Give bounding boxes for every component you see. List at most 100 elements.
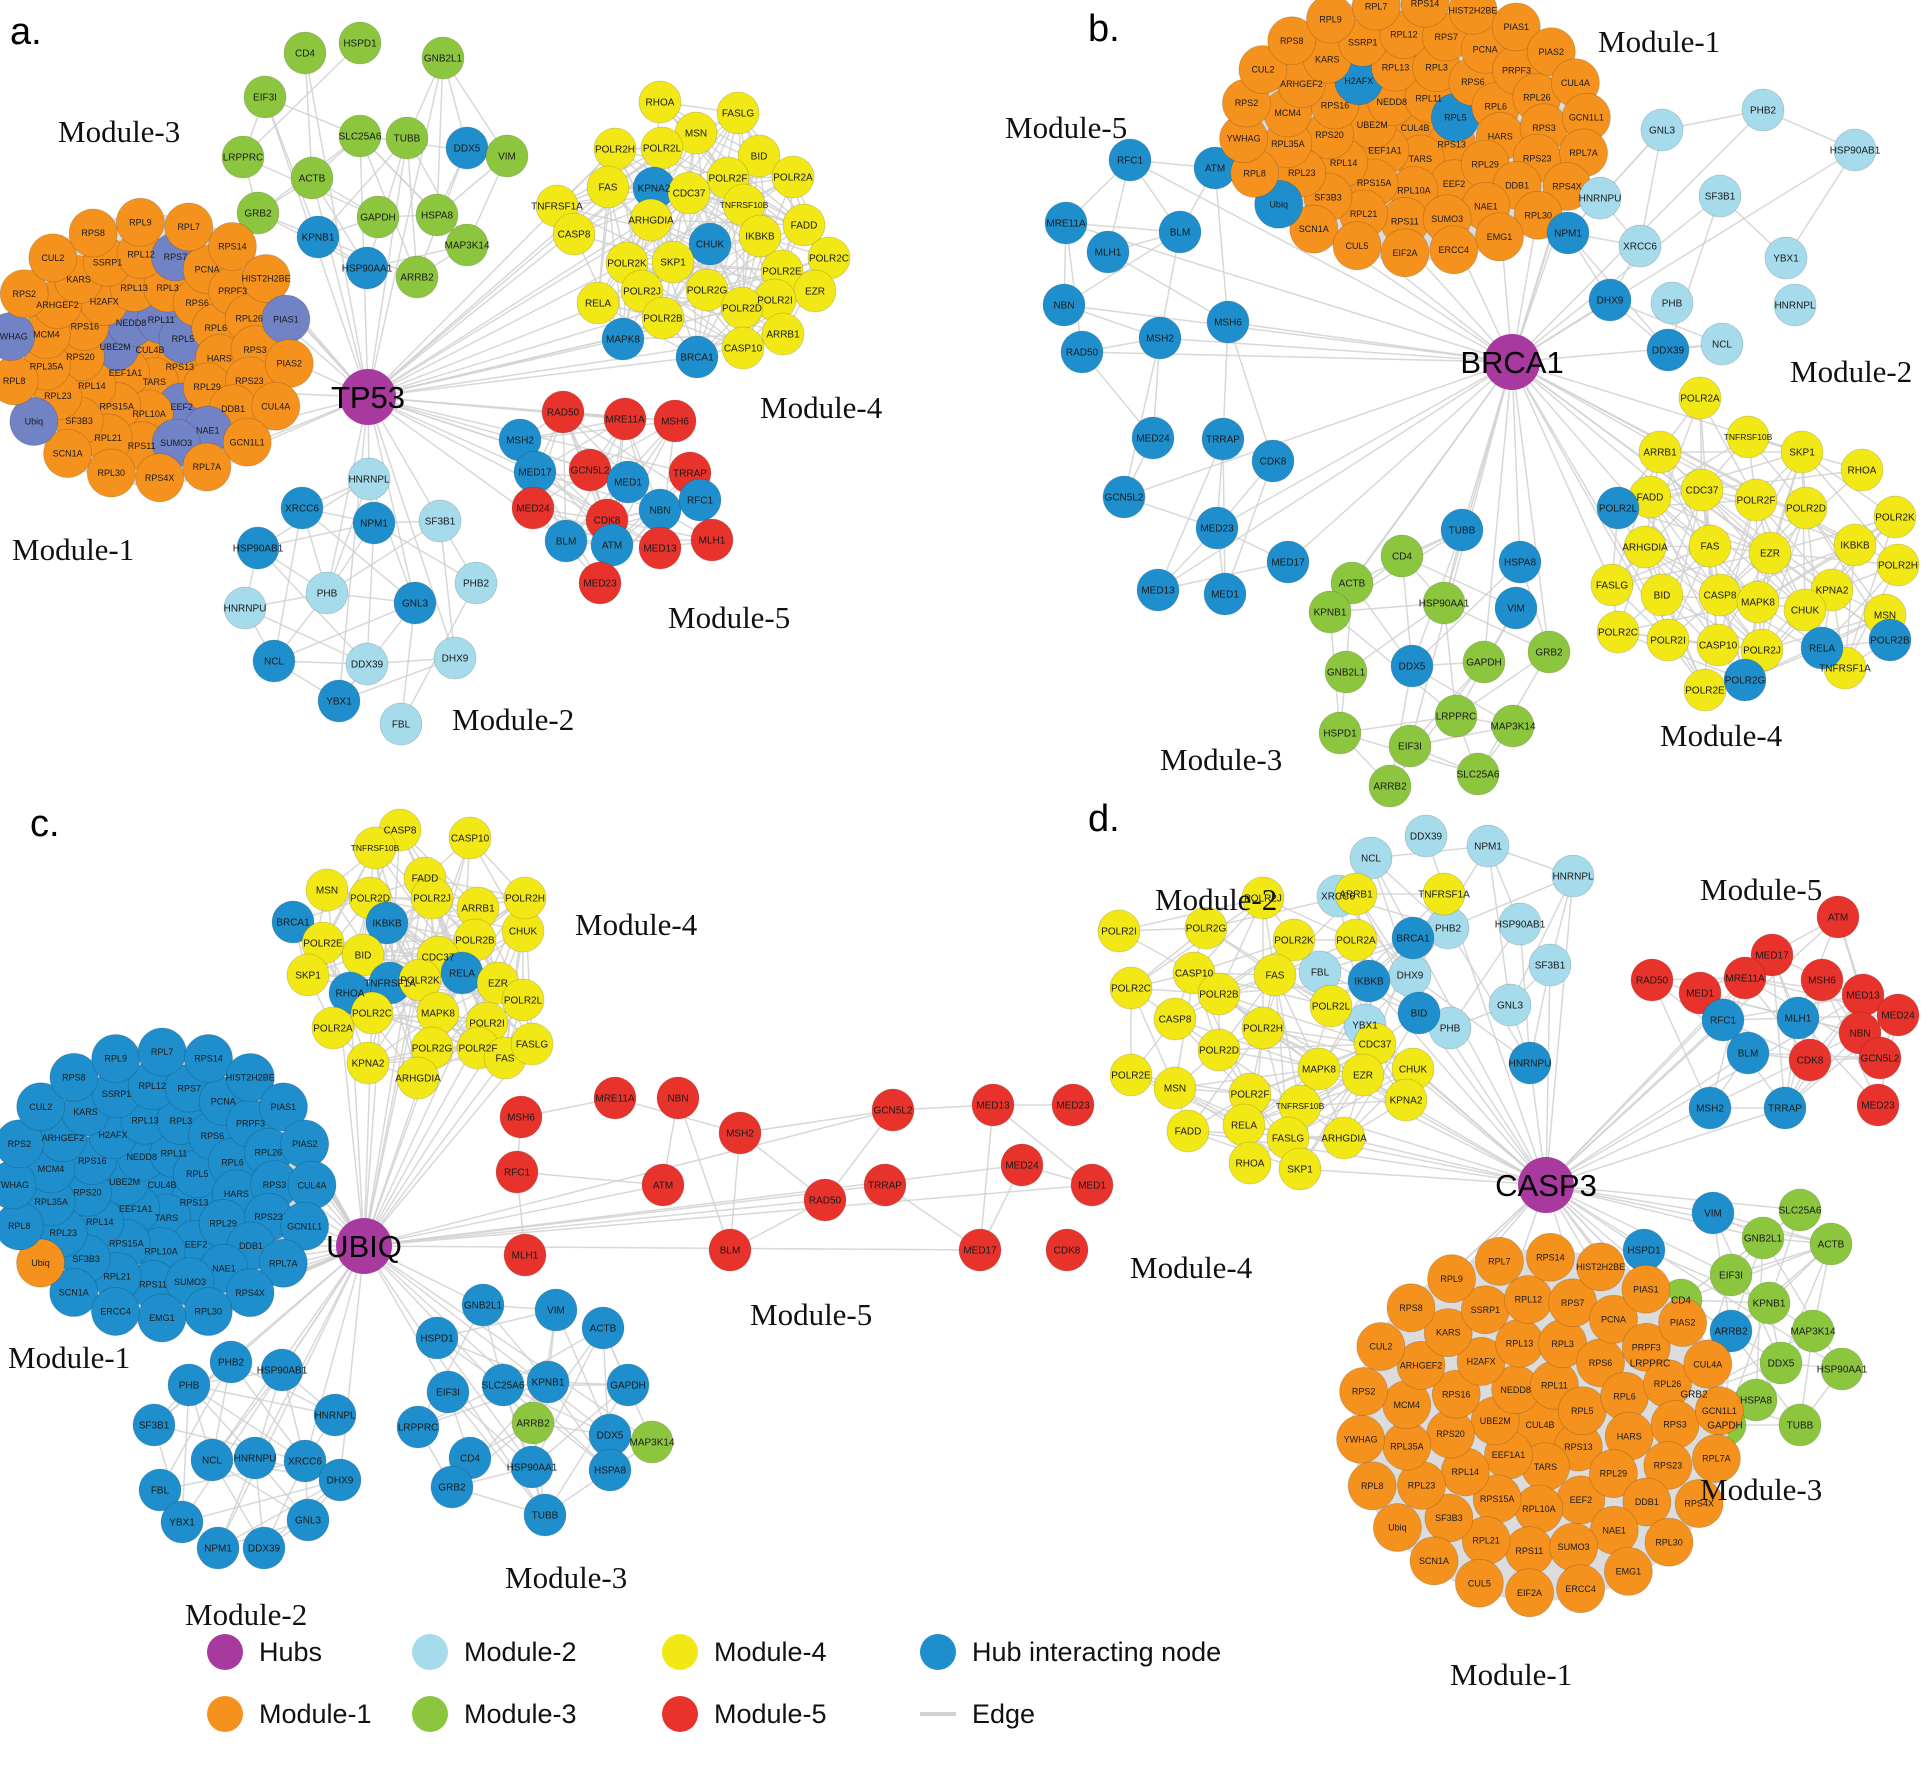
node-POLR2L[interactable] (1310, 985, 1352, 1027)
node-MRE11A[interactable] (1724, 957, 1766, 999)
node-IKBKB[interactable] (1348, 960, 1390, 1002)
node-EIF2A[interactable] (1506, 1569, 1554, 1617)
node-CHUK[interactable] (1784, 589, 1826, 631)
node-RPL8[interactable] (1348, 1462, 1396, 1510)
node-HNRNPU[interactable] (1579, 177, 1621, 219)
node-PIAS1[interactable] (262, 295, 310, 343)
node-EIF2A[interactable] (1381, 229, 1429, 277)
node-RPL10A[interactable] (1515, 1485, 1563, 1533)
node-BID[interactable] (1641, 574, 1683, 616)
node-SF3B1[interactable] (1699, 175, 1741, 217)
node-PIAS2[interactable] (265, 339, 313, 387)
node-POLR2D[interactable] (1785, 487, 1827, 529)
node-POLR2E[interactable] (1684, 669, 1726, 711)
node-VIM[interactable] (486, 135, 528, 177)
node-RPS2[interactable] (1340, 1367, 1388, 1415)
node-POLR2L[interactable] (1597, 487, 1639, 529)
node-POLR2D[interactable] (1198, 1029, 1240, 1071)
node-HSP90AA1[interactable] (511, 1446, 553, 1488)
node-HNRNPL[interactable] (348, 458, 390, 500)
node-MED24[interactable] (1132, 417, 1174, 459)
node-RPS14[interactable] (1526, 1233, 1574, 1281)
node-YBX1[interactable] (161, 1501, 203, 1543)
node-DHX9[interactable] (434, 637, 476, 679)
node-DHX9[interactable] (1589, 279, 1631, 321)
node-FADD[interactable] (1167, 1110, 1209, 1152)
node-GCN5L2[interactable] (1859, 1037, 1901, 1079)
node-EMG1[interactable] (1604, 1547, 1652, 1595)
node-MED13[interactable] (972, 1084, 1014, 1126)
node-VIM[interactable] (1495, 587, 1537, 629)
node-GNB2L1[interactable] (1742, 1217, 1784, 1259)
node-POLR2H[interactable] (504, 877, 546, 919)
node-RAD50[interactable] (542, 391, 584, 433)
node-HSPD1[interactable] (339, 22, 381, 64)
node-CUL2[interactable] (1357, 1322, 1405, 1370)
node-GCN5L2[interactable] (1103, 476, 1145, 518)
node-SKP1[interactable] (652, 241, 694, 283)
node-CUL4A[interactable] (1684, 1340, 1732, 1388)
node-VIM[interactable] (1692, 1192, 1734, 1234)
node-MSH6[interactable] (1801, 959, 1843, 1001)
node-RAD50[interactable] (804, 1179, 846, 1221)
node-LRPPRC[interactable] (222, 136, 264, 178)
node-BRCA1[interactable] (676, 336, 718, 378)
node-KPNA2[interactable] (347, 1042, 389, 1084)
node-YWHAG[interactable] (1337, 1415, 1385, 1463)
node-RELA[interactable] (1801, 627, 1843, 669)
node-CASP10[interactable] (722, 327, 764, 369)
node-MAP3K14[interactable] (631, 1421, 673, 1463)
node-HSPD1[interactable] (1623, 1229, 1665, 1271)
node-BLM[interactable] (1159, 211, 1201, 253)
node-HSPA8[interactable] (589, 1449, 631, 1491)
node-RPL9[interactable] (1428, 1255, 1476, 1303)
node-SKP1[interactable] (287, 954, 329, 996)
node-SUMO3[interactable] (1550, 1523, 1598, 1571)
node-HSP90AA1[interactable] (1423, 582, 1465, 624)
node-FASLG[interactable] (717, 92, 759, 134)
node-TNFRSF10B[interactable] (354, 827, 396, 869)
node-POLR2A[interactable] (1335, 919, 1377, 961)
node-PIAS2[interactable] (1659, 1299, 1707, 1347)
node-ARRB2[interactable] (512, 1402, 554, 1444)
node-Ubiq[interactable] (1373, 1503, 1421, 1551)
node-POLR2I[interactable] (1098, 910, 1140, 952)
node-ACTB[interactable] (582, 1307, 624, 1349)
node-KPNB1[interactable] (1309, 591, 1351, 633)
node-ARRB2[interactable] (396, 256, 438, 298)
node-CHUK[interactable] (689, 223, 731, 265)
node-RPS8[interactable] (69, 209, 117, 257)
hub-UBIQ[interactable] (336, 1218, 392, 1274)
node-EIF3I[interactable] (244, 76, 286, 118)
node-POLR2J[interactable] (1242, 877, 1284, 919)
node-RPL7A[interactable] (183, 443, 231, 491)
node-CDC37[interactable] (668, 172, 710, 214)
node-POLR2D[interactable] (721, 287, 763, 329)
node-ARHGDIA[interactable] (1323, 1117, 1365, 1159)
node-MED1[interactable] (607, 461, 649, 503)
node-KPNB1[interactable] (527, 1361, 569, 1403)
node-MRE11A[interactable] (604, 398, 646, 440)
node-GCN5L2[interactable] (569, 449, 611, 491)
node-GNL3[interactable] (1489, 984, 1531, 1026)
node-POLR2J[interactable] (411, 877, 453, 919)
node-RHOA[interactable] (639, 81, 681, 123)
node-MAP3K14[interactable] (446, 224, 488, 266)
node-GNB2L1[interactable] (462, 1284, 504, 1326)
node-SLC25A6[interactable] (482, 1364, 524, 1406)
node-ERCC4[interactable] (1430, 226, 1478, 274)
node-POLR2B[interactable] (1869, 619, 1911, 661)
node-MSH6[interactable] (654, 400, 696, 442)
node-HSPA8[interactable] (416, 194, 458, 236)
node-MAPK8[interactable] (1298, 1048, 1340, 1090)
node-CUL2[interactable] (29, 234, 77, 282)
node-IKBKB[interactable] (1834, 524, 1876, 566)
node-BRCA1[interactable] (1392, 917, 1434, 959)
node-HNRNPL[interactable] (1552, 855, 1594, 897)
node-RFC1[interactable] (496, 1151, 538, 1193)
node-PHB2[interactable] (455, 562, 497, 604)
node-POLR2H[interactable] (594, 128, 636, 170)
node-DDX39[interactable] (243, 1527, 285, 1569)
node-MSH2[interactable] (719, 1112, 761, 1154)
node-KPNA2[interactable] (1385, 1079, 1427, 1121)
